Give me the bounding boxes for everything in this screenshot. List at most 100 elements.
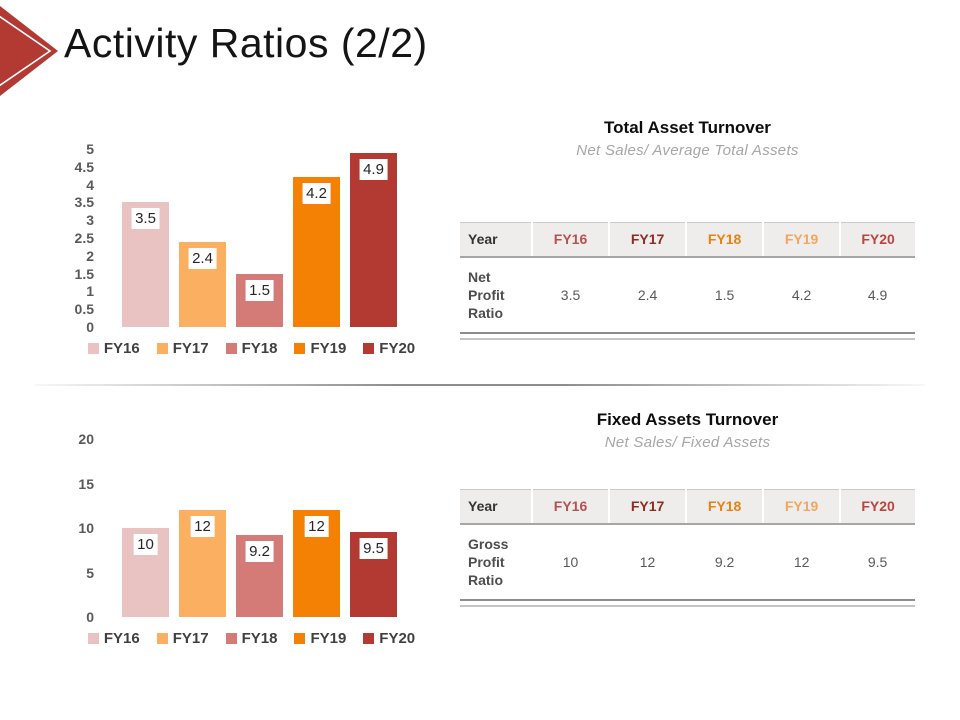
bar-value-label: 2.4 — [188, 247, 217, 269]
plot-area: 3.5 2.4 1.5 4.2 4.9 — [100, 149, 403, 327]
ratio-table: Year FY16 FY17 FY18 FY19 FY20 Gross Profit Rat… — [460, 489, 915, 602]
table-header-cell: FY20 — [839, 222, 915, 258]
legend-swatch-icon — [363, 633, 375, 644]
legend-swatch-icon — [87, 343, 99, 354]
y-axis-tick: 0.5 — [74, 301, 94, 318]
fixed-assets-turnover-chart: 20 15 10 5 0 10 12 9.2 12 9.5 FY16 FY17 FY18 FY19 FY… — [58, 431, 415, 647]
legend-item-fy19: FY19 — [294, 340, 346, 357]
bar-value-label: 12 — [304, 516, 329, 538]
legend-item-fy16: FY16 — [87, 630, 140, 647]
y-axis: 5 4.5 4 3.5 3 2.5 2 1.5 1 0.5 0 — [58, 141, 100, 335]
y-axis-tick: 1.5 — [74, 265, 94, 282]
table-header-cell: FY16 — [530, 222, 610, 258]
bar-value-label: 4.2 — [302, 183, 331, 205]
table-cell: 9.2 — [686, 523, 764, 602]
panel-title: Total Asset Turnover — [604, 118, 771, 137]
bar-fy20: 4.9 — [350, 152, 397, 327]
y-axis-tick: 5 — [86, 564, 94, 581]
y-axis-tick: 0 — [86, 609, 94, 625]
page-title: Activity Ratios (2/2) — [64, 20, 428, 66]
legend-swatch-icon — [225, 343, 237, 354]
legend-swatch-icon — [363, 343, 375, 354]
legend-label: FY19 — [310, 340, 347, 357]
y-axis-tick: 4.5 — [74, 158, 94, 175]
table-header-cell: FY17 — [608, 489, 687, 525]
legend-item-fy20: FY20 — [363, 630, 415, 647]
table-header-row: Year FY16 FY17 FY18 FY19 FY20 — [460, 489, 915, 525]
y-axis-tick: 10 — [78, 520, 94, 536]
legend-label: FY16 — [103, 630, 140, 647]
table-cell: 2.4 — [609, 256, 687, 335]
legend-item-fy17: FY17 — [156, 340, 209, 357]
y-axis-tick: 0 — [86, 319, 94, 335]
total-asset-turnover-chart: 5 4.5 4 3.5 3 2.5 2 1.5 1 0.5 0 3.5 2.4 1.5 4.2 4.9 FY… — [58, 141, 416, 357]
table-cell: 9.5 — [840, 523, 915, 602]
bar-fy16: 3.5 — [122, 202, 169, 327]
bar-fy16: 10 — [122, 528, 169, 617]
y-axis-tick: 2 — [86, 247, 94, 264]
total-asset-turnover-heading: Total Asset Turnover Net Sales/ Average … — [460, 118, 915, 159]
legend-label: FY17 — [172, 340, 209, 357]
table-header-row: Year FY16 FY17 FY18 FY19 FY20 — [460, 222, 915, 258]
legend-swatch-icon — [156, 343, 168, 354]
table-underline — [460, 338, 915, 341]
table-header-cell: FY19 — [762, 489, 841, 525]
legend-item-fy20: FY20 — [363, 340, 415, 357]
panel-subtitle: Net Sales/ Average Total Assets — [576, 142, 799, 159]
bar-fy19: 4.2 — [293, 177, 340, 327]
legend-label: FY17 — [172, 630, 209, 647]
legend-label: FY18 — [241, 630, 278, 647]
y-axis-tick: 3.5 — [74, 194, 94, 211]
chart-legend: FY16 FY17 FY18 FY19 FY20 — [58, 340, 415, 357]
table-header-cell: Year — [460, 489, 532, 525]
chart-legend: FY16 FY17 FY18 FY19 FY20 — [58, 630, 415, 647]
legend-item-fy18: FY18 — [225, 340, 277, 357]
bar-fy17: 2.4 — [179, 241, 226, 327]
table-header-cell: FY16 — [530, 489, 610, 525]
table-underline — [460, 605, 915, 608]
legend-item-fy17: FY17 — [156, 630, 209, 647]
y-axis-tick: 5 — [86, 141, 94, 157]
table-row: Gross Profit Ratio 10 12 9.2 12 9.5 — [460, 523, 915, 602]
y-axis-tick: 3 — [86, 212, 94, 229]
bar-fy20: 9.5 — [350, 532, 397, 617]
y-axis-tick: 15 — [78, 475, 94, 492]
bar-value-label: 9.2 — [245, 541, 274, 563]
table-header-cell: FY18 — [685, 222, 764, 258]
bar-value-label: 3.5 — [131, 208, 160, 230]
legend-item-fy16: FY16 — [87, 340, 140, 357]
plot-area: 10 12 9.2 12 9.5 — [100, 439, 403, 617]
bar-fy18: 9.2 — [236, 535, 283, 617]
y-axis-tick: 2.5 — [74, 230, 94, 246]
legend-item-fy18: FY18 — [225, 630, 278, 647]
table-cell: 4.2 — [763, 256, 841, 335]
table-header-cell: FY18 — [685, 489, 764, 525]
legend-label: FY16 — [103, 340, 140, 357]
table-cell: 4.9 — [840, 256, 915, 335]
bar-fy19: 12 — [293, 510, 340, 617]
table-header-cell: FY17 — [608, 222, 687, 258]
table-header-cell: FY19 — [762, 222, 841, 258]
legend-item-fy19: FY19 — [294, 630, 346, 647]
bar-value-label: 12 — [190, 516, 215, 538]
bar-fy17: 12 — [179, 510, 226, 617]
legend-swatch-icon — [294, 633, 306, 644]
table-header-cell: Year — [460, 222, 532, 258]
table-header-cell: FY20 — [839, 489, 915, 525]
table-cell: 10 — [532, 523, 610, 602]
panel-title: Fixed Assets Turnover — [596, 410, 779, 429]
legend-swatch-icon — [225, 633, 237, 644]
table-cell: 3.5 — [532, 256, 610, 335]
table-cell: 12 — [609, 523, 687, 602]
bar-value-label: 1.5 — [245, 279, 274, 301]
legend-label: FY20 — [379, 630, 416, 647]
ratio-table: Year FY16 FY17 FY18 FY19 FY20 Net Profit Ratio… — [460, 222, 915, 335]
table-cell: 1.5 — [686, 256, 764, 335]
panel-subtitle: Net Sales/ Fixed Assets — [604, 434, 771, 451]
section-divider — [35, 384, 925, 386]
fixed-assets-turnover-heading: Fixed Assets Turnover Net Sales/ Fixed A… — [460, 410, 915, 451]
table-cell: 12 — [763, 523, 841, 602]
legend-swatch-icon — [87, 633, 99, 644]
bar-value-label: 4.9 — [359, 158, 388, 180]
